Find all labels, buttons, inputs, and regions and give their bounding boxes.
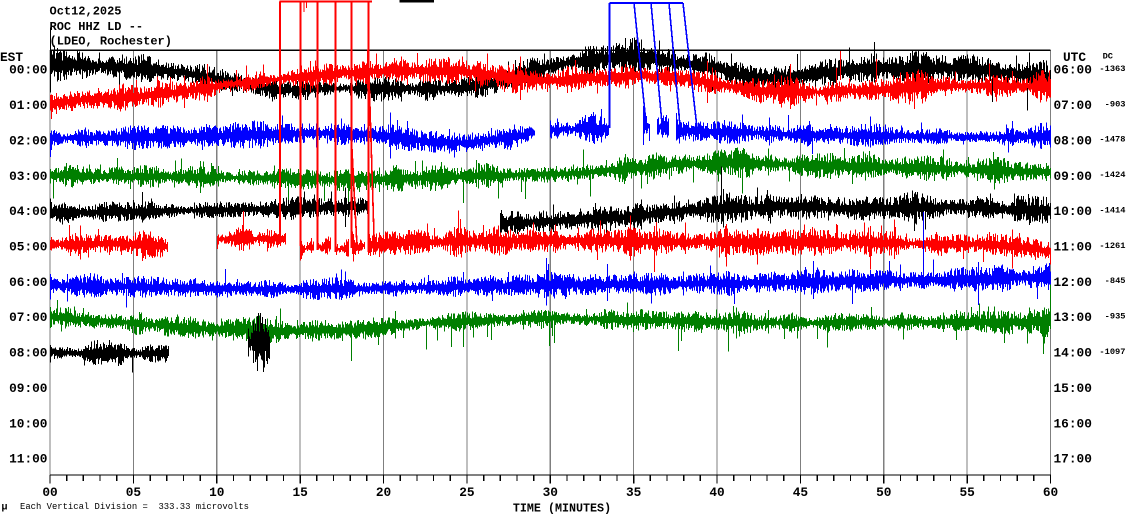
svg-text:45: 45 xyxy=(793,485,809,500)
svg-text:TIME (MINUTES): TIME (MINUTES) xyxy=(513,501,611,515)
svg-text:09:00: 09:00 xyxy=(1054,169,1092,184)
svg-text:03:00: 03:00 xyxy=(9,169,47,184)
svg-text:11:00: 11:00 xyxy=(9,452,47,467)
svg-text:(LDEO, Rochester): (LDEO, Rochester) xyxy=(50,35,172,49)
svg-text:00:00: 00:00 xyxy=(9,63,47,78)
svg-text:08:00: 08:00 xyxy=(1054,133,1092,148)
svg-text:17:00: 17:00 xyxy=(1054,452,1092,467)
svg-text:01:00: 01:00 xyxy=(9,98,47,113)
svg-text:11:00: 11:00 xyxy=(1054,240,1092,255)
svg-text:09:00: 09:00 xyxy=(9,381,47,396)
svg-text:20: 20 xyxy=(376,485,391,500)
svg-text:UTC: UTC xyxy=(1063,50,1086,65)
svg-text:-935: -935 xyxy=(1105,312,1126,322)
svg-text:10:00: 10:00 xyxy=(1054,204,1092,219)
svg-text:-1363: -1363 xyxy=(1099,64,1125,74)
svg-text:15: 15 xyxy=(292,485,308,500)
svg-text:30: 30 xyxy=(543,485,558,500)
svg-text:35: 35 xyxy=(626,485,642,500)
svg-text:-1424: -1424 xyxy=(1099,170,1125,180)
svg-text:-1261: -1261 xyxy=(1099,241,1125,251)
svg-text:06:00: 06:00 xyxy=(9,275,47,290)
svg-text:13:00: 13:00 xyxy=(1054,310,1092,325)
svg-text:08:00: 08:00 xyxy=(9,346,47,361)
svg-text:µ: µ xyxy=(2,503,8,514)
svg-text:55: 55 xyxy=(959,485,975,500)
svg-text:00: 00 xyxy=(42,485,57,500)
svg-text:-903: -903 xyxy=(1105,99,1126,109)
svg-text:60: 60 xyxy=(1043,485,1058,500)
svg-text:07:00: 07:00 xyxy=(1054,98,1092,113)
svg-text:DC: DC xyxy=(1103,52,1113,62)
svg-text:EST: EST xyxy=(0,50,23,65)
svg-text:16:00: 16:00 xyxy=(1054,416,1092,431)
svg-text:Each Vertical Division = 333.: Each Vertical Division = 333.33 microvol… xyxy=(20,502,249,512)
svg-text:Oct12,2025: Oct12,2025 xyxy=(50,5,122,19)
svg-text:12:00: 12:00 xyxy=(1054,275,1092,290)
svg-text:05: 05 xyxy=(126,485,142,500)
svg-text:15:00: 15:00 xyxy=(1054,381,1092,396)
svg-text:-1478: -1478 xyxy=(1099,135,1125,145)
svg-text:04:00: 04:00 xyxy=(9,204,47,219)
svg-text:07:00: 07:00 xyxy=(9,310,47,325)
svg-text:10: 10 xyxy=(209,485,224,500)
svg-text:06:00: 06:00 xyxy=(1054,63,1092,78)
svg-text:10:00: 10:00 xyxy=(9,416,47,431)
svg-text:-845: -845 xyxy=(1105,276,1126,286)
svg-text:-1414: -1414 xyxy=(1099,205,1125,215)
svg-text:40: 40 xyxy=(709,485,724,500)
svg-text:05:00: 05:00 xyxy=(9,240,47,255)
svg-text:50: 50 xyxy=(876,485,891,500)
svg-text:25: 25 xyxy=(459,485,475,500)
svg-text:02:00: 02:00 xyxy=(9,133,47,148)
svg-text:14:00: 14:00 xyxy=(1054,346,1092,361)
svg-text:ROC HHZ LD --: ROC HHZ LD -- xyxy=(50,20,144,34)
svg-text:-1097: -1097 xyxy=(1099,347,1125,357)
